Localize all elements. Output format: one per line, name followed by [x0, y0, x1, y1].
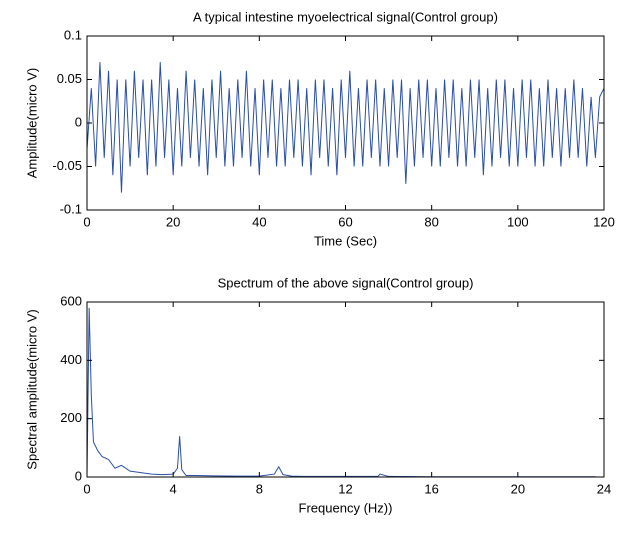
x-tick-label: 12	[338, 481, 352, 496]
y-tick-label: 400	[60, 352, 82, 367]
y-tick-label: 0	[75, 114, 82, 129]
y-tick-label: 200	[60, 410, 82, 425]
x-axis-label: Time (Sec)	[314, 233, 377, 248]
x-tick-label: 4	[170, 481, 177, 496]
x-tick-label: 0	[83, 481, 90, 496]
x-tick-label: 0	[83, 214, 90, 229]
x-tick-label: 100	[507, 214, 529, 229]
y-axis-label: Amplitude(micro V)	[24, 68, 39, 179]
x-tick-label: 40	[252, 214, 266, 229]
x-tick-label: 8	[256, 481, 263, 496]
y-tick-label: -0.05	[52, 158, 82, 173]
y-tick-label: 0	[75, 468, 82, 483]
y-tick-label: 600	[60, 293, 82, 308]
x-axis-label: Frequency (Hz))	[299, 500, 393, 515]
chart-title: Spectrum of the above signal(Control gro…	[218, 275, 474, 290]
y-tick-label: 0.05	[57, 71, 82, 86]
x-tick-label: 20	[166, 214, 180, 229]
x-tick-label: 120	[593, 214, 615, 229]
signal-line	[86, 62, 605, 193]
y-tick-label: -0.1	[60, 201, 82, 216]
x-tick-label: 16	[424, 481, 438, 496]
chart-title: A typical intestine myoelectrical signal…	[193, 9, 498, 24]
x-tick-label: 60	[338, 214, 352, 229]
x-tick-label: 20	[511, 481, 525, 496]
y-axis-label: Spectral amplitude(micro V)	[24, 309, 39, 469]
plot-area	[87, 36, 604, 210]
plot-area	[87, 302, 604, 477]
signal-line	[86, 307, 596, 478]
y-tick-label: 0.1	[64, 27, 82, 42]
x-tick-label: 24	[597, 481, 611, 496]
x-tick-label: 80	[424, 214, 438, 229]
